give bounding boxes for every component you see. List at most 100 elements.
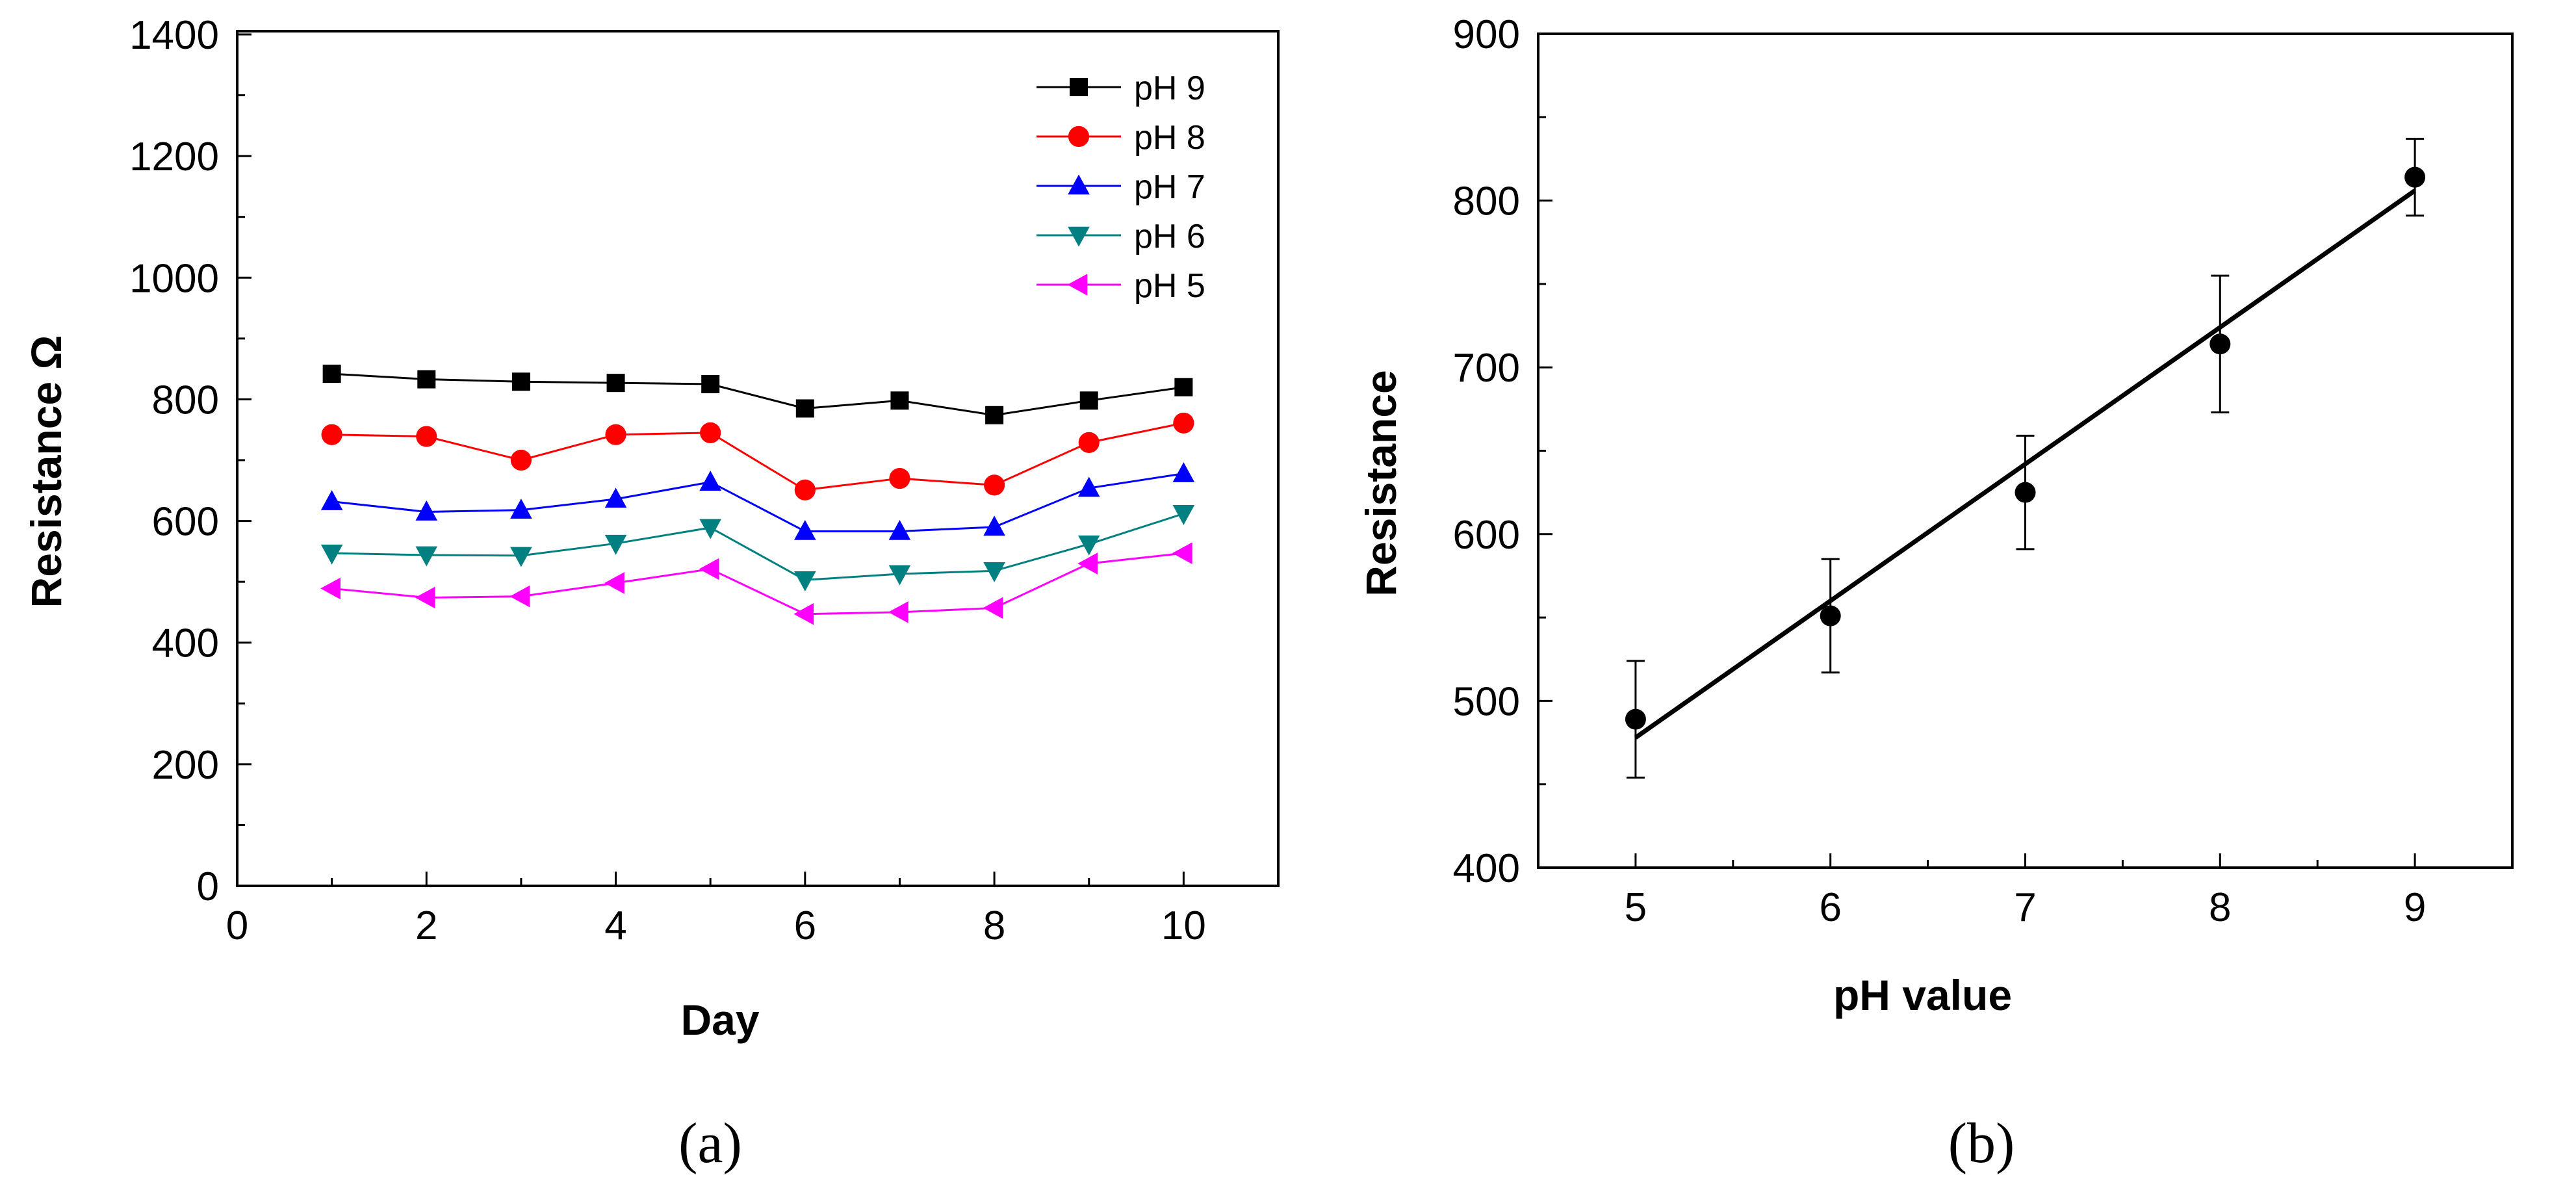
legend-marker [1068, 125, 1090, 148]
data-point [320, 490, 343, 510]
y-tick-label-b: 600 [1453, 513, 1520, 558]
data-point [795, 399, 814, 418]
data-point [605, 424, 626, 445]
legend-marker [1068, 226, 1090, 247]
data-point [794, 479, 816, 500]
data-point [793, 602, 814, 625]
y-tick-label-a: 1200 [129, 135, 219, 179]
data-point [794, 571, 816, 591]
data-point [983, 515, 1005, 536]
series-line-ph-7 [331, 473, 1184, 532]
series-line-ph-6 [331, 512, 1184, 581]
data-point [985, 406, 1004, 424]
data-point [604, 572, 625, 594]
data-point [983, 474, 1005, 496]
y-axis-title-b: Resistance [1357, 370, 1405, 597]
x-tick-label-b: 8 [2209, 885, 2231, 930]
y-axis-title-a: Resistance Ω [22, 335, 70, 608]
data-point [1625, 708, 1646, 730]
data-point [509, 585, 530, 608]
x-tick-label-a: 4 [604, 903, 626, 948]
data-point [1077, 552, 1098, 575]
legend-label: pH 8 [1134, 119, 1205, 157]
data-point [1172, 505, 1195, 525]
data-point [511, 372, 530, 391]
y-tick-label-b: 500 [1453, 679, 1520, 724]
y-tick-label-b: 800 [1453, 179, 1520, 224]
y-tick-label-a: 600 [152, 500, 219, 545]
data-point [794, 519, 816, 540]
y-tick-label-b: 700 [1453, 346, 1520, 391]
x-tick-label-a: 10 [1161, 903, 1206, 948]
legend-label: pH 6 [1134, 218, 1205, 255]
data-point [701, 375, 720, 394]
data-point [606, 374, 625, 393]
data-point [320, 577, 341, 600]
data-point [1172, 462, 1195, 482]
x-tick-label-a: 8 [983, 903, 1005, 948]
x-tick-label-b: 6 [1819, 885, 1841, 930]
data-point [2015, 482, 2036, 503]
legend-label: pH 7 [1134, 168, 1205, 206]
data-point [322, 365, 341, 383]
x-axis-title-b: pH value [1833, 971, 2012, 1019]
data-point [1174, 378, 1193, 396]
data-point [415, 586, 435, 609]
data-point [1079, 391, 1098, 410]
panel-a: 0 2 4 6 8 10 0 200 400 600 800 1000 1200 1400 Day Resis… [22, 13, 1280, 1175]
legend-label: pH 5 [1134, 267, 1205, 305]
x-tick-label-b: 7 [2014, 885, 2036, 930]
x-tick-label-a: 6 [794, 903, 816, 948]
data-point [700, 422, 721, 443]
data-point [699, 558, 719, 580]
data-point [1077, 476, 1100, 497]
panel-label-a: (a) [678, 1112, 742, 1175]
data-point [889, 467, 910, 489]
y-tick-label-a: 400 [152, 621, 219, 666]
y-tick-label-a: 1400 [129, 13, 219, 58]
legend-label: pH 9 [1134, 70, 1205, 107]
data-point [699, 471, 721, 491]
series-line-ph-9 [331, 372, 1184, 417]
y-tick-label-b: 900 [1453, 12, 1520, 57]
data-point [1820, 605, 1841, 627]
y-tick-label-a: 200 [152, 743, 219, 788]
x-tick-label-a: 2 [415, 903, 437, 948]
data-point [983, 597, 1003, 619]
data-point [510, 499, 532, 519]
data-point [888, 601, 908, 623]
x-axis-title-a: Day [680, 996, 759, 1044]
data-point [510, 449, 532, 471]
data-point [1172, 542, 1192, 564]
series-line-ph-8 [331, 422, 1184, 491]
legend-marker [1068, 174, 1090, 195]
data-point [2404, 166, 2426, 188]
panel-b: 5 6 7 8 9 400 500 600 700 800 900 pH value Resistanc… [1357, 12, 2514, 1175]
data-point [415, 500, 438, 521]
x-tick-label-b: 5 [1625, 885, 1647, 930]
panel-label-b: (b) [1948, 1112, 2015, 1175]
data-point [417, 370, 436, 389]
data-point [415, 546, 438, 567]
data-point [1078, 432, 1100, 453]
y-tick-label-a: 1000 [129, 256, 219, 301]
data-point [1077, 535, 1100, 556]
data-point [321, 424, 342, 445]
data-point [604, 487, 627, 508]
data-point [888, 565, 911, 586]
data-point [699, 519, 721, 539]
data-point [888, 519, 911, 540]
data-point [983, 562, 1005, 582]
data-point [1173, 412, 1194, 434]
x-tick-label-a: 0 [226, 903, 248, 948]
data-point [510, 547, 532, 567]
y-tick-label-b: 400 [1453, 846, 1520, 891]
data-point [604, 534, 627, 555]
legend-marker [1067, 274, 1088, 296]
legend-marker [1070, 78, 1088, 96]
data-point [320, 544, 343, 565]
y-tick-label-a: 800 [152, 378, 219, 422]
data-point [890, 391, 909, 410]
series-line-ph-5 [331, 552, 1184, 615]
